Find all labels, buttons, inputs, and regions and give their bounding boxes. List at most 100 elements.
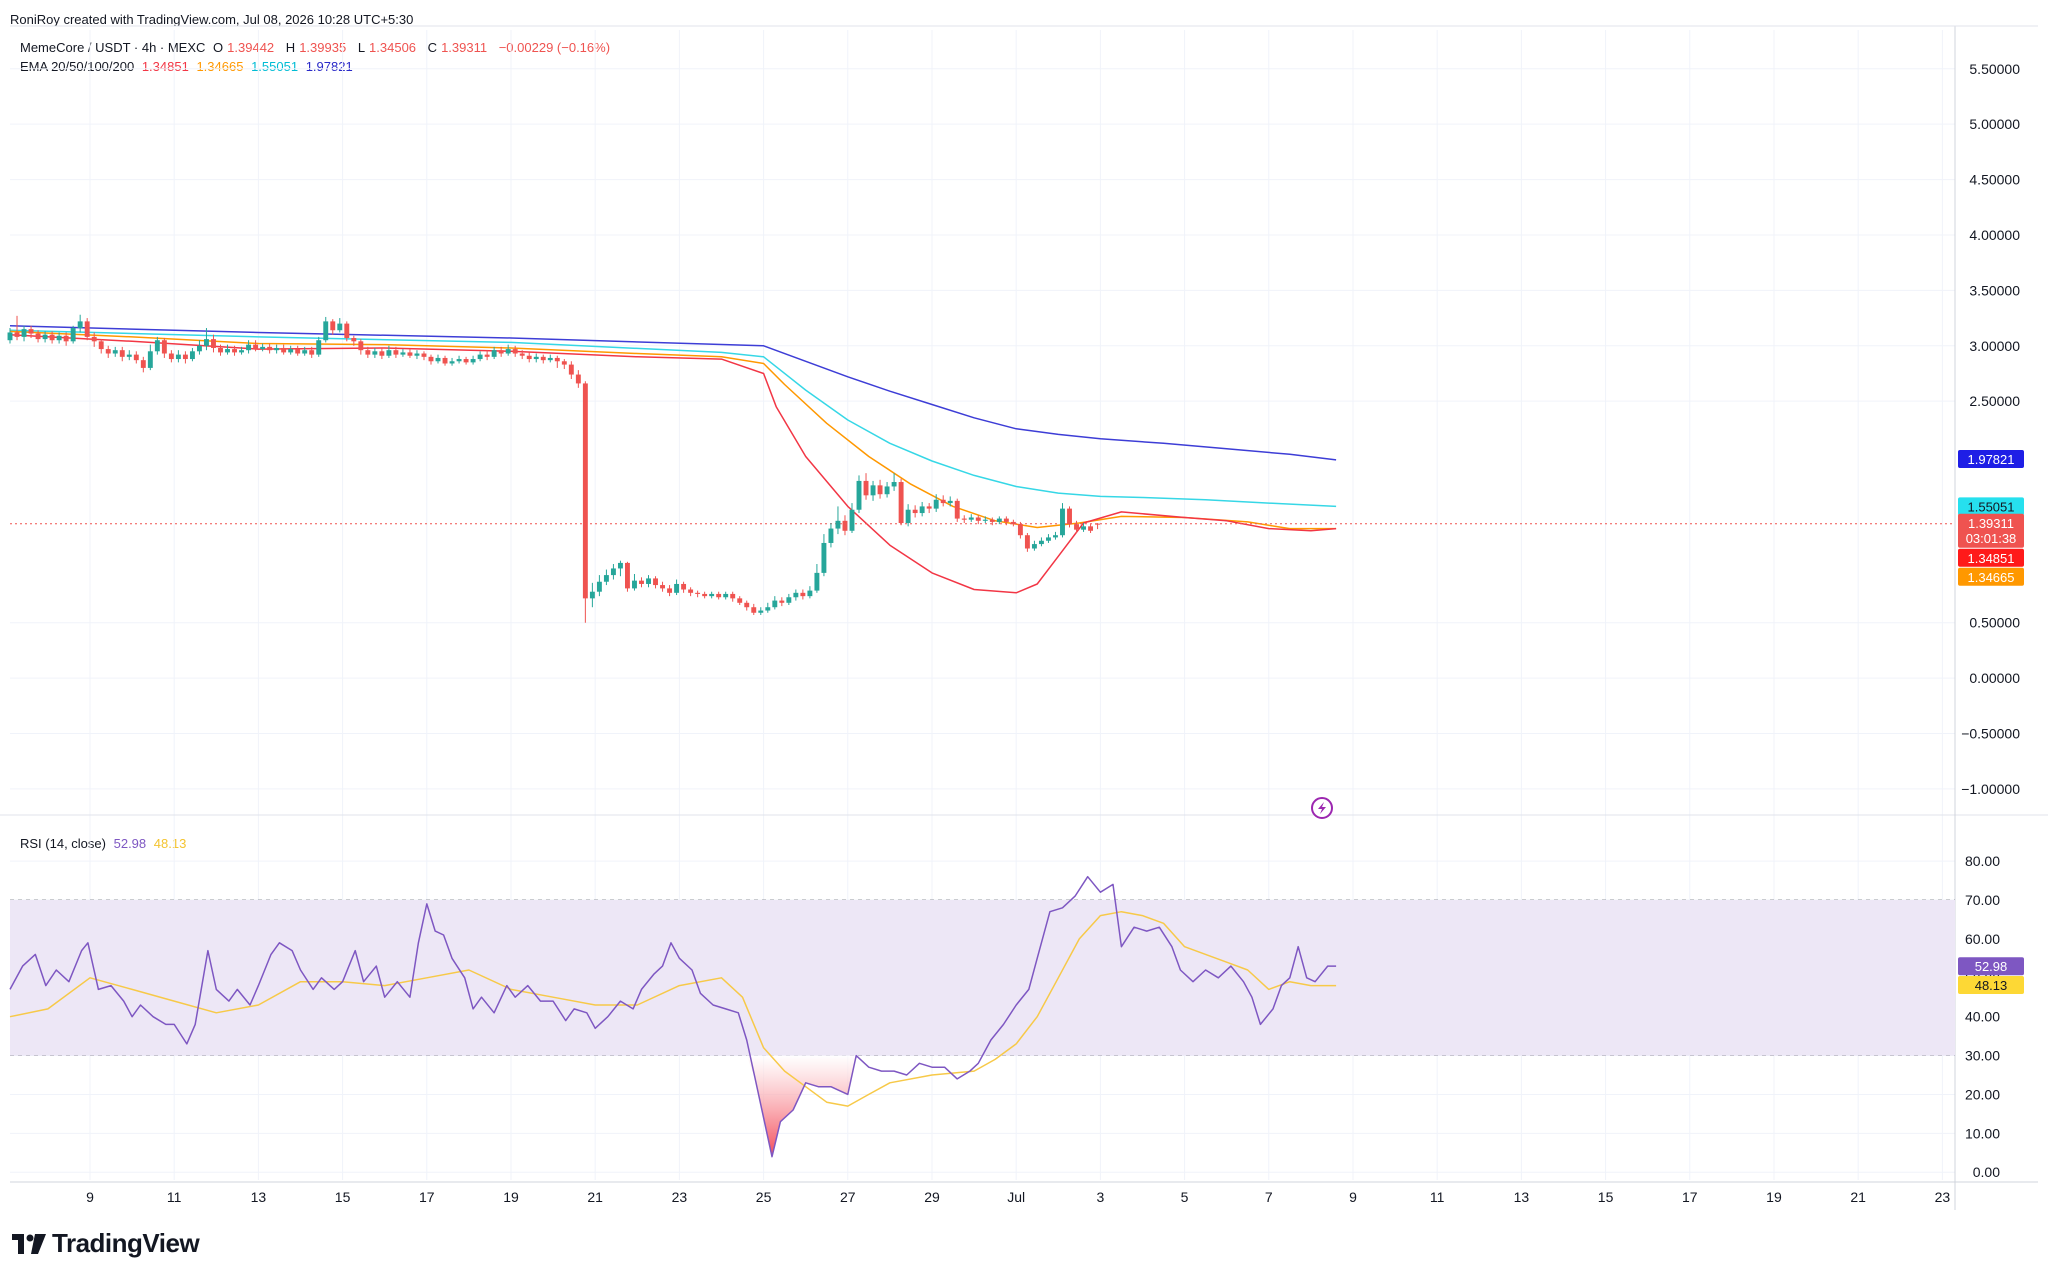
candle (28, 325, 34, 338)
candle-body (723, 593, 729, 598)
candle-body (175, 354, 181, 360)
candle (1017, 521, 1023, 539)
rsi-ma-badge (1958, 976, 2024, 995)
rsi-tick-label: 60.00 (1965, 931, 2000, 947)
candle (21, 325, 27, 342)
candle (681, 581, 687, 593)
candle (421, 351, 427, 361)
candle (330, 319, 336, 335)
candle (112, 346, 118, 357)
candle (667, 585, 673, 597)
candle-body (765, 607, 771, 611)
candle-body (1031, 544, 1037, 549)
candle (709, 591, 715, 599)
candle (793, 589, 799, 601)
candle-body (982, 519, 988, 521)
candle-body (7, 332, 13, 341)
candle-body (807, 590, 813, 597)
candle (828, 523, 834, 548)
candle-body (498, 350, 504, 354)
candle-body (884, 486, 890, 495)
candle (175, 350, 181, 363)
lightning-icon[interactable] (1311, 797, 1333, 819)
candle (519, 350, 525, 360)
candle (372, 347, 378, 358)
legend-change: −0.00229 (−0.16%) (498, 40, 611, 55)
candle (863, 473, 869, 500)
time-tick-label: 15 (335, 1189, 351, 1205)
candle-body (526, 355, 532, 360)
ema20-badge (1958, 548, 2024, 567)
candle-body (70, 328, 76, 342)
candle-body (84, 321, 90, 337)
candle-body (954, 500, 960, 519)
candle (561, 359, 567, 370)
candle-body (975, 517, 981, 521)
candle (358, 339, 364, 355)
candle-body (491, 350, 497, 357)
candle (730, 591, 736, 602)
candle (674, 579, 680, 596)
rsi-tick-label: 80.00 (1965, 853, 2000, 869)
chart-credit: RoniRoy created with TradingView.com, Ju… (10, 12, 414, 27)
legend-low: L 1.34506 (357, 40, 417, 55)
time-tick-label: 19 (1766, 1189, 1782, 1205)
candle (211, 334, 216, 353)
time-tick-label: 27 (840, 1189, 856, 1205)
candle (1074, 520, 1079, 533)
candle (554, 355, 560, 368)
candle-body (260, 346, 266, 350)
candle (295, 345, 301, 356)
candle-body (547, 357, 553, 361)
tradingview-logo-icon (12, 1233, 46, 1254)
price-tick-label: 3.50000 (1969, 282, 2020, 298)
candle (1088, 524, 1094, 533)
candle-body (505, 349, 511, 354)
candle (428, 354, 434, 365)
candle (765, 602, 771, 613)
ema50-line (9, 330, 1337, 530)
time-tick-label: 23 (1935, 1189, 1951, 1205)
candle (968, 514, 974, 522)
candle (870, 480, 876, 501)
candle-body (793, 592, 799, 598)
candle-body (119, 350, 125, 357)
candle (42, 331, 48, 343)
candle-body (154, 340, 160, 352)
candle (407, 349, 413, 358)
ema50-badge-text: 1.34665 (1968, 570, 2015, 585)
candle (204, 328, 209, 351)
candle (954, 498, 960, 522)
rsi-value: 52.98 (113, 836, 147, 851)
candle (274, 344, 280, 354)
candle (477, 351, 483, 362)
candle (891, 473, 897, 491)
candle (589, 582, 595, 608)
candle-body (849, 509, 855, 531)
candle-body (484, 354, 490, 357)
candle (414, 350, 420, 360)
candle (1053, 531, 1058, 540)
rsi-tick-label: 70.00 (1965, 892, 2000, 908)
candle-body (112, 350, 118, 354)
candle-body (218, 347, 223, 353)
candle (1046, 534, 1051, 543)
candle-body (891, 482, 897, 487)
candle-body (379, 351, 385, 356)
ema200-line (9, 325, 1337, 461)
candle (617, 560, 623, 577)
candle (919, 501, 925, 517)
candle-body (856, 480, 862, 510)
time-tick-label: 17 (1682, 1189, 1698, 1205)
rsi-tick-label: 20.00 (1965, 1086, 2000, 1102)
candle (260, 343, 266, 352)
time-tick-label: 17 (419, 1189, 435, 1205)
candle-body (842, 520, 848, 531)
candle (533, 353, 539, 363)
candle-body (267, 346, 273, 351)
candle (344, 321, 350, 342)
candle (716, 591, 722, 600)
candle-body (1067, 508, 1072, 525)
candle-body (28, 329, 34, 334)
